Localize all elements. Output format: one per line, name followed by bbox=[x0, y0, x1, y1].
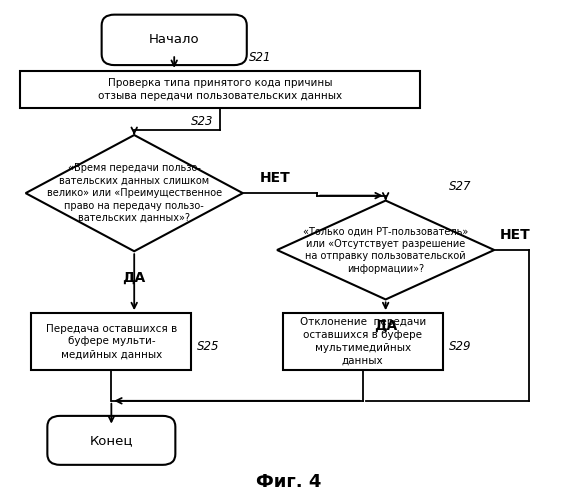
Text: S21: S21 bbox=[249, 50, 271, 64]
Bar bbox=[31, 313, 192, 370]
Polygon shape bbox=[25, 135, 243, 251]
Text: ДА: ДА bbox=[374, 319, 398, 333]
Text: S25: S25 bbox=[197, 340, 220, 353]
Bar bbox=[283, 313, 443, 370]
Text: НЕТ: НЕТ bbox=[500, 228, 531, 242]
Text: «Только один РТ-пользователь»
или «Отсутствует разрешение
на отправку пользовате: «Только один РТ-пользователь» или «Отсут… bbox=[303, 226, 469, 274]
Text: S29: S29 bbox=[448, 340, 471, 353]
Text: «Время передачи пользо-
вательских данных слишком
велико» или «Преимущественное
: «Время передачи пользо- вательских данны… bbox=[47, 164, 222, 223]
FancyBboxPatch shape bbox=[102, 14, 247, 65]
FancyBboxPatch shape bbox=[47, 416, 175, 465]
Text: НЕТ: НЕТ bbox=[260, 172, 291, 185]
Text: Передача оставшихся в
буфере мульти-
медийных данных: Передача оставшихся в буфере мульти- мед… bbox=[46, 324, 177, 360]
Text: ДА: ДА bbox=[122, 271, 146, 285]
Text: S23: S23 bbox=[192, 114, 214, 128]
Text: Конец: Конец bbox=[89, 434, 133, 447]
Polygon shape bbox=[277, 200, 494, 300]
Bar bbox=[20, 71, 420, 108]
Text: S27: S27 bbox=[448, 180, 471, 193]
Text: Фиг. 4: Фиг. 4 bbox=[256, 474, 321, 492]
Text: Проверка типа принятого кода причины
отзыва передачи пользовательских данных: Проверка типа принятого кода причины отз… bbox=[98, 78, 342, 100]
Text: Отклонение  передачи
оставшихся в буфере
мультимедийных
данных: Отклонение передачи оставшихся в буфере … bbox=[299, 318, 426, 366]
Text: Начало: Начало bbox=[149, 34, 200, 46]
